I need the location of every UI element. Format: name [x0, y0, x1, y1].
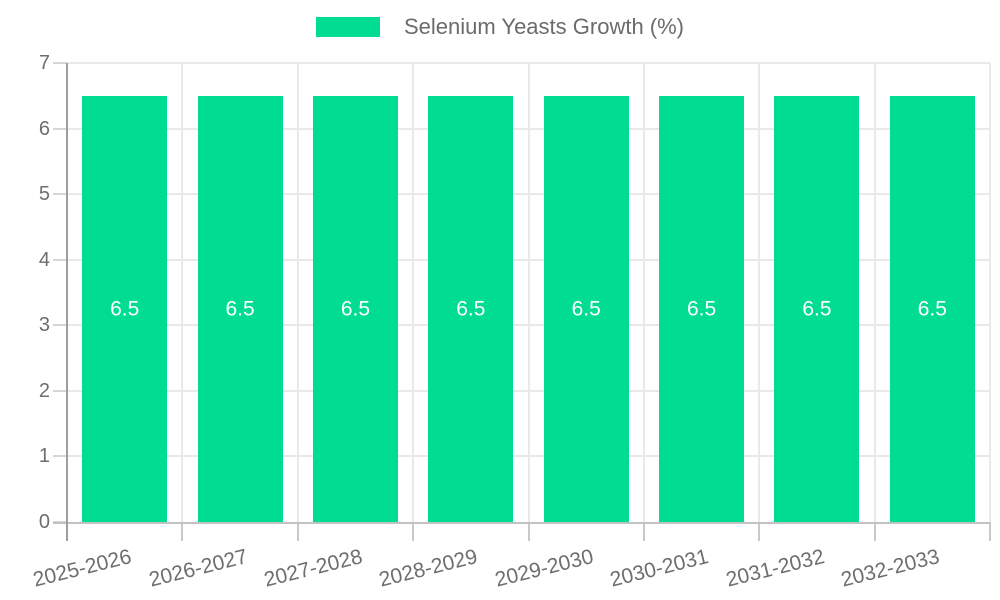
y-tick-label: 3: [38, 314, 50, 337]
bar-value-label: 6.5: [225, 297, 255, 321]
bar-value-label: 6.5: [456, 297, 486, 321]
legend-label: Selenium Yeasts Growth (%): [403, 14, 685, 39]
bar-2030-2031[interactable]: [659, 95, 745, 522]
x-axis-tick: [296, 522, 299, 541]
y-axis-tick: [53, 193, 67, 196]
x-gridline: [296, 63, 299, 522]
y-tick-label: 7: [38, 52, 50, 74]
bar-value-label: 6.5: [686, 297, 717, 321]
bar-2029-2030[interactable]: [543, 95, 629, 522]
legend-swatch-icon: [315, 17, 380, 37]
x-tick-label: 2028-2029: [377, 545, 481, 592]
x-tick-label: 2032-2033: [838, 545, 942, 592]
bar-2032-2033[interactable]: [889, 95, 975, 522]
x-gridline: [989, 63, 991, 522]
y-axis-tick: [53, 62, 67, 64]
y-tick-label: 4: [38, 248, 50, 271]
y-axis-tick: [53, 127, 67, 130]
bar-value-label: 6.5: [802, 297, 832, 321]
chart-legend: Selenium Yeasts Growth (%): [0, 16, 1000, 38]
bar-2028-2029[interactable]: [428, 95, 514, 522]
x-gridline: [642, 63, 645, 522]
y-tick-label: 1: [38, 445, 50, 468]
bar-2031-2032[interactable]: [774, 95, 860, 522]
x-gridline: [758, 63, 761, 522]
x-axis-tick: [181, 522, 184, 541]
bar-2026-2027[interactable]: [197, 95, 283, 522]
x-gridline: [412, 63, 415, 522]
x-tick-label: 2025-2026: [30, 545, 135, 592]
x-axis-tick: [642, 522, 645, 541]
bar-2027-2028[interactable]: [312, 95, 398, 522]
y-axis-line: [66, 63, 68, 541]
x-axis-tick: [989, 522, 991, 541]
y-tick-label: 5: [38, 183, 50, 206]
x-tick-label: 2030-2031: [607, 545, 711, 592]
x-axis-tick: [527, 522, 530, 541]
y-axis-tick: [53, 389, 67, 392]
y-axis-tick: [53, 258, 67, 261]
x-axis-tick: [412, 522, 415, 541]
y-axis-tick: [53, 324, 67, 327]
x-axis-tick: [873, 522, 876, 541]
x-gridline: [181, 63, 184, 522]
bar-value-label: 6.5: [340, 297, 371, 321]
x-axis-tick: [758, 522, 761, 541]
bar-value-label: 6.5: [571, 297, 601, 321]
x-tick-label: 2026-2027: [146, 545, 250, 592]
legend-item-selenium-yeasts-growth[interactable]: Selenium Yeasts Growth (%): [315, 14, 685, 39]
bar-value-label: 6.5: [110, 297, 140, 321]
bar-2025-2026[interactable]: [82, 95, 168, 522]
x-tick-label: 2029-2030: [492, 545, 596, 592]
bar-value-label: 6.5: [917, 297, 947, 321]
y-tick-label: 6: [38, 117, 50, 140]
y-axis-tick: [53, 455, 67, 458]
x-axis-line: [53, 522, 990, 524]
y-tick-label: 0: [38, 511, 50, 533]
x-tick-label: 2027-2028: [261, 545, 365, 592]
x-gridline: [527, 63, 530, 522]
x-gridline: [873, 63, 876, 522]
y-tick-label: 2: [38, 379, 50, 402]
x-tick-label: 2031-2032: [723, 545, 827, 592]
